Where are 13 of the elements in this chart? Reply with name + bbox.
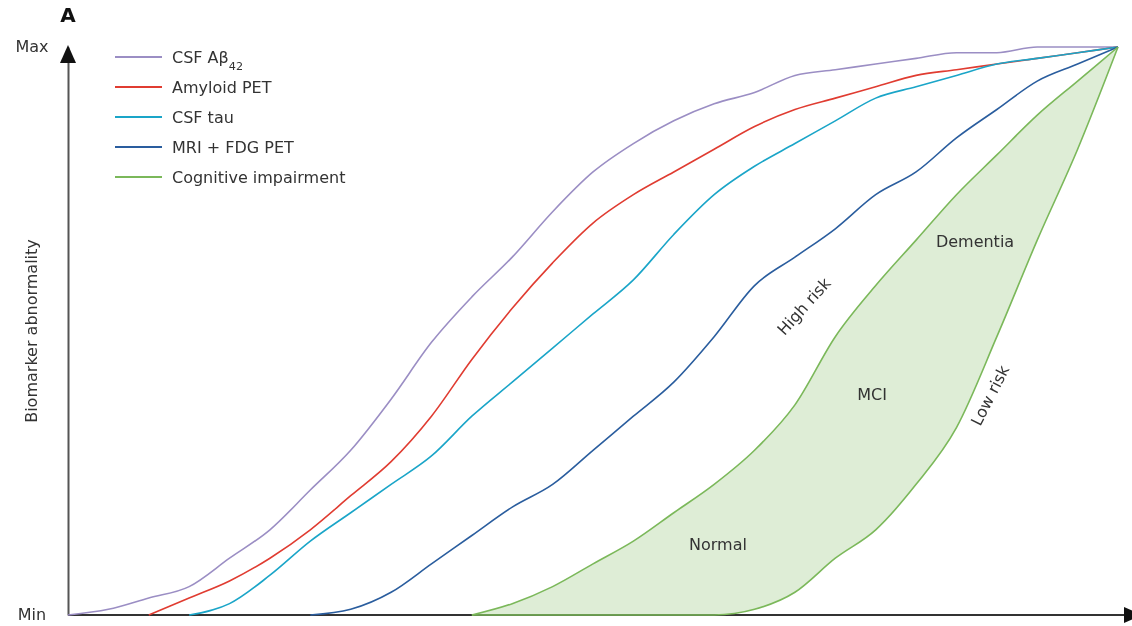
legend-label: CSF Aβ$_{42}$ [172,47,244,73]
text: Max [15,37,49,56]
legend-label: MRI + FDG PET [172,137,294,157]
legend-label: Amyloid PET [172,77,272,97]
annotation: Normal [689,535,747,554]
y-axis-title: Biomarker abnormality [22,239,41,423]
legend-label: CSF tau [172,107,234,127]
annotation: Dementia [935,232,1015,251]
text: Min [17,605,47,624]
annotation: MCI [857,385,887,404]
legend-label: Cognitive impairment [172,167,346,187]
chart-title: A [60,3,77,27]
annotation: Low risk [966,361,1014,429]
